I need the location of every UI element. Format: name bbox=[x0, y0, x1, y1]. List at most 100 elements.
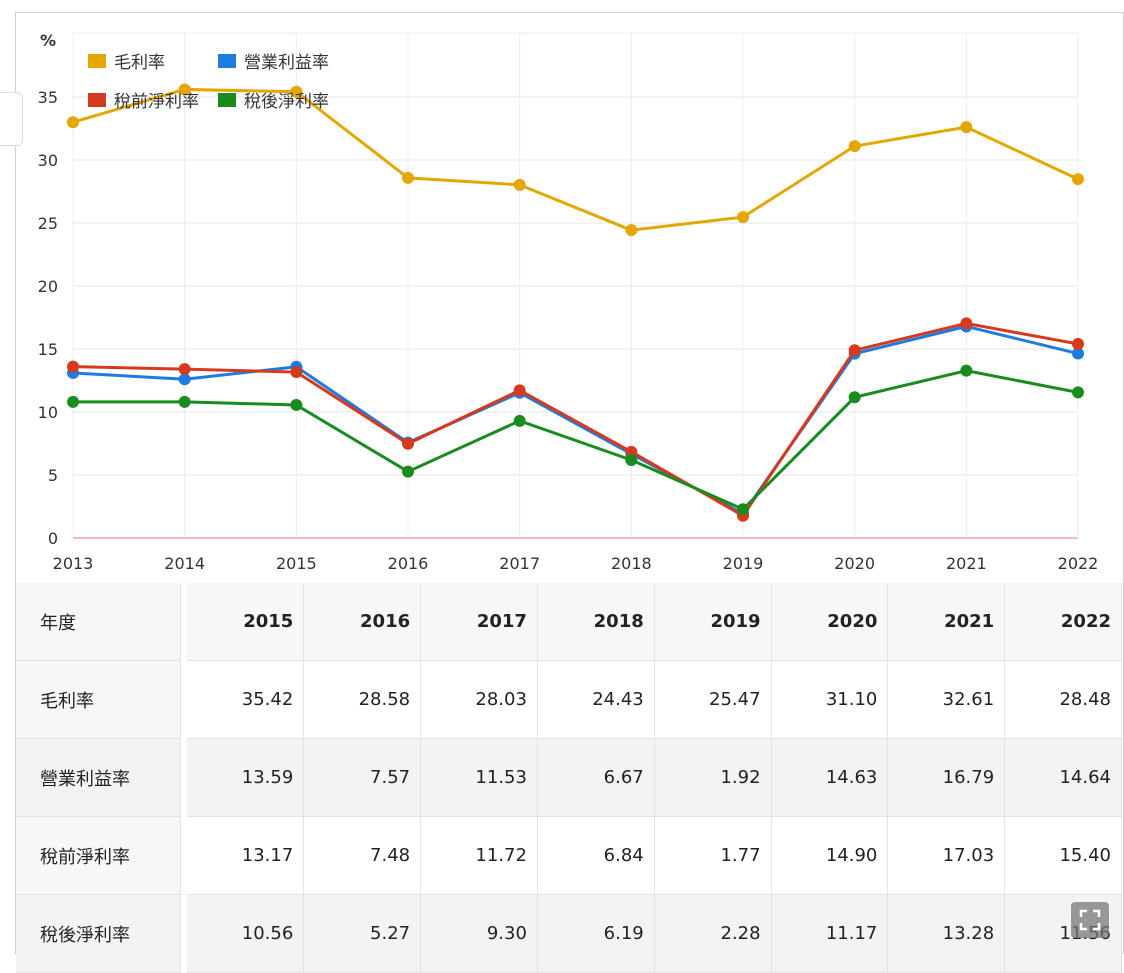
legend-label: 稅後淨利率 bbox=[244, 92, 329, 112]
y-tick-label: 30 bbox=[38, 151, 58, 170]
year-header: 2020 bbox=[771, 583, 889, 661]
data-point bbox=[290, 85, 303, 98]
year-header: 2022 bbox=[1004, 583, 1122, 661]
table-cell: 1.77 bbox=[654, 816, 772, 895]
data-point bbox=[402, 437, 414, 450]
data-point bbox=[513, 414, 526, 427]
table-cell: 17.03 bbox=[887, 816, 1006, 895]
data-point bbox=[1072, 337, 1084, 350]
row-label: 營業利益率 bbox=[16, 738, 181, 817]
table-gap bbox=[180, 738, 187, 817]
y-tick-label: 15 bbox=[38, 340, 58, 359]
table-cell: 28.58 bbox=[303, 660, 422, 739]
table-row: 稅前淨利率 13.17 7.48 11.72 6.84 1.77 14.90 17.03 15.… bbox=[16, 816, 1122, 895]
data-point bbox=[67, 395, 79, 408]
y-tick-label: 35 bbox=[38, 88, 58, 107]
table-cell: 7.57 bbox=[303, 738, 422, 817]
legend-label: 毛利率 bbox=[114, 53, 165, 73]
x-tick-label: 2014 bbox=[164, 554, 205, 573]
x-tick-label: 2016 bbox=[388, 554, 429, 573]
table-cell: 14.63 bbox=[771, 738, 889, 817]
chart-legend: 毛利率 營業利益率稅前淨利率 稅後淨利率 bbox=[88, 48, 358, 112]
table-cell: 6.19 bbox=[537, 894, 655, 973]
table-cell: 25.47 bbox=[654, 660, 772, 739]
data-point bbox=[178, 363, 191, 376]
legend-item[interactable]: 毛利率 bbox=[88, 48, 218, 73]
data-point bbox=[960, 364, 973, 377]
data-point bbox=[290, 398, 303, 411]
table-row: 營業利益率 13.59 7.57 11.53 6.67 1.92 14.63 16.79 14.… bbox=[16, 738, 1122, 817]
row-label: 稅前淨利率 bbox=[16, 816, 181, 895]
y-tick-label: 10 bbox=[38, 403, 58, 422]
table-cell: 6.67 bbox=[537, 738, 655, 817]
y-tick-label: 25 bbox=[38, 214, 58, 233]
legend-label: 營業利益率 bbox=[244, 53, 329, 73]
row-label: 毛利率 bbox=[16, 660, 181, 739]
table-cell: 5.27 bbox=[303, 894, 422, 973]
data-point bbox=[178, 373, 191, 386]
table-cell: 1.92 bbox=[654, 738, 772, 817]
legend-item[interactable]: 稅前淨利率 bbox=[88, 87, 218, 112]
data-point bbox=[402, 171, 414, 184]
x-tick-label: 2017 bbox=[499, 554, 540, 573]
series-line bbox=[72, 321, 1079, 518]
legend-item[interactable]: 營業利益率 bbox=[218, 48, 358, 73]
series-line bbox=[72, 87, 1079, 232]
legend-label: 稅前淨利率 bbox=[114, 92, 199, 112]
table-cell: 11.72 bbox=[420, 816, 538, 895]
x-tick-label: 2020 bbox=[834, 554, 875, 573]
year-header: 2021 bbox=[887, 583, 1006, 661]
table-gap bbox=[180, 660, 187, 739]
y-tick-label: 0 bbox=[48, 529, 58, 548]
y-tick-label: 20 bbox=[38, 277, 58, 296]
table-cell: 14.90 bbox=[771, 816, 889, 895]
table-row: 毛利率 35.42 28.58 28.03 24.43 25.47 31.10 32.61 28… bbox=[16, 660, 1122, 739]
data-point bbox=[960, 121, 973, 134]
data-point bbox=[67, 360, 79, 373]
table-gap bbox=[180, 894, 187, 973]
data-point bbox=[737, 211, 749, 224]
table-cell: 32.61 bbox=[887, 660, 1006, 739]
table-cell: 6.84 bbox=[537, 816, 655, 895]
x-tick-label: 2015 bbox=[276, 554, 317, 573]
year-header: 2017 bbox=[420, 583, 538, 661]
table-gap bbox=[180, 583, 187, 661]
x-tick-label: 2021 bbox=[946, 554, 987, 573]
table-gap bbox=[180, 816, 187, 895]
x-tick-label: 2018 bbox=[611, 554, 652, 573]
series-line bbox=[72, 324, 1079, 516]
data-point bbox=[67, 116, 79, 129]
data-point bbox=[1072, 347, 1084, 360]
data-point bbox=[1072, 386, 1084, 399]
data-point bbox=[1072, 173, 1084, 186]
table-cell: 2.28 bbox=[654, 894, 772, 973]
y-tick-label: 5 bbox=[48, 466, 58, 485]
year-header: 2016 bbox=[303, 583, 422, 661]
data-point bbox=[848, 344, 861, 357]
data-point bbox=[737, 503, 749, 516]
expand-icon[interactable] bbox=[1071, 902, 1109, 938]
table-cell: 24.43 bbox=[537, 660, 655, 739]
series-line bbox=[73, 369, 1079, 512]
year-header: 2015 bbox=[187, 583, 305, 661]
table-cell: 11.53 bbox=[420, 738, 538, 817]
table-cell: 13.17 bbox=[187, 816, 305, 895]
table-cell: 28.48 bbox=[1004, 660, 1122, 739]
legend-item[interactable]: 稅後淨利率 bbox=[218, 87, 358, 112]
data-point bbox=[625, 224, 638, 237]
table-cell: 15.40 bbox=[1004, 816, 1122, 895]
x-tick-label: 2019 bbox=[723, 554, 764, 573]
table-cell: 11.17 bbox=[771, 894, 889, 973]
table-cell: 16.79 bbox=[887, 738, 1006, 817]
year-header: 2019 bbox=[654, 583, 772, 661]
year-header: 2018 bbox=[537, 583, 655, 661]
table-row: 稅後淨利率10.565.279.306.192.2811.1713.2811.5… bbox=[16, 894, 1122, 973]
x-tick-label: 2013 bbox=[53, 554, 94, 573]
table-cell: 10.56 bbox=[187, 894, 305, 973]
data-point bbox=[402, 465, 414, 478]
table-cell: 28.03 bbox=[420, 660, 538, 739]
side-panel-handle[interactable] bbox=[0, 92, 23, 146]
data-point bbox=[848, 140, 861, 153]
table-cell: 13.59 bbox=[187, 738, 305, 817]
table-cell: 13.28 bbox=[887, 894, 1006, 973]
